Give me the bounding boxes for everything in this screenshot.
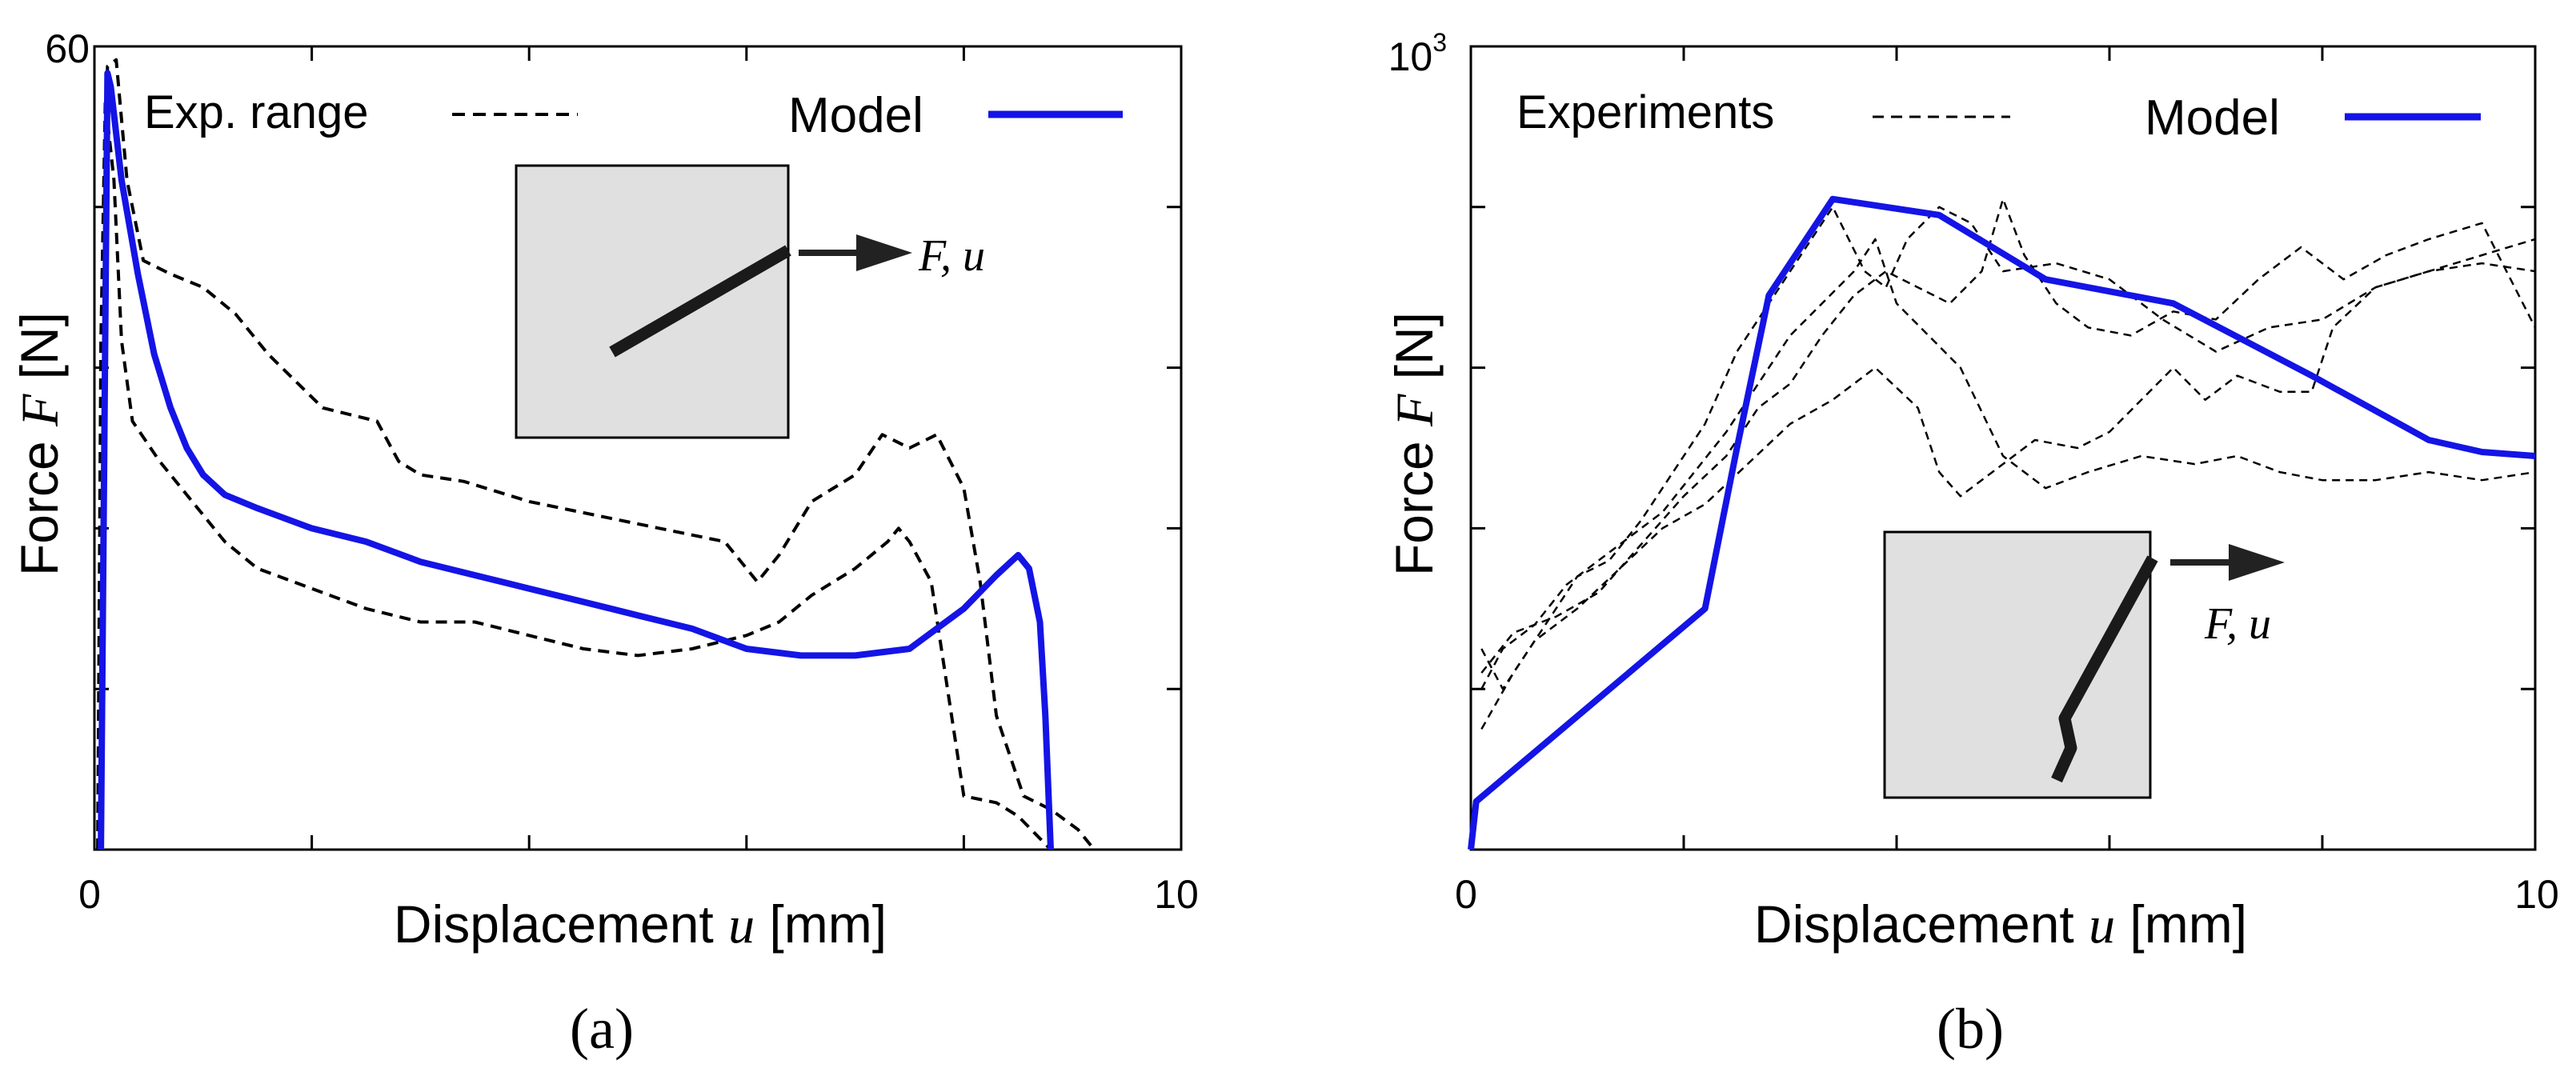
chart-a-inset: F, u [515,164,985,439]
chart-b-inset-arrow-head [2229,544,2285,581]
chart-a-ylabel: Force F [N] [10,312,70,576]
chart-a-xlabel: Displacement u [mm] [394,894,887,954]
chart-b-legend: Experiments Model [1516,86,2481,146]
chart-b-frame [1469,45,2537,851]
chart-b-series-experiment-3 [1480,238,2536,690]
chart-a-series-experiment-2 [96,98,1052,851]
chart-a-ytick-max: 60 [45,26,90,71]
chart-a-inset-fiber [609,245,791,358]
chart-b-ytick-max: 103 [1388,28,1447,79]
chart-b-legend-model-label: Model [2145,90,2280,146]
chart-a-series [96,58,1096,851]
chart-b-series-model [1468,195,2536,850]
chart-b: 103 0 10 Displacement u [mm] Force F [N]… [1384,28,2559,1061]
chart-b-inset: F, u [1883,530,2285,799]
chart-b-ylabel: Force F [N] [1384,312,1444,576]
chart-b-series-experiment-1 [1480,238,2536,690]
chart-a-frame [93,45,1183,851]
chart-b-panel-label: (b) [1937,997,2004,1061]
chart-a-inset-arrow-head [856,234,912,271]
chart-b-xtick-max: 10 [2514,872,2559,917]
chart-b-legend-exp-label: Experiments [1516,86,1774,138]
chart-a-legend: Exp. range Model [144,86,1123,143]
chart-b-series [1468,195,2537,850]
chart-a-xtick-max: 10 [1154,872,1199,917]
chart-a: 60 0 10 Displacement u [mm] Force F [N] … [10,26,1199,1061]
chart-a-xtick-min: 0 [78,872,101,917]
chart-a-inset-specimen [515,164,790,439]
chart-b-xlabel: Displacement u [mm] [1754,894,2247,954]
chart-a-legend-model-label: Model [788,88,923,143]
chart-b-inset-fiber [2051,555,2158,783]
chart-b-inset-label: F, u [2204,599,2271,649]
chart-b-series-experiment-2 [1480,198,2537,674]
chart-b-xtick-min: 0 [1455,872,1477,917]
chart-a-inset-label: F, u [918,231,985,281]
chart-a-series-experiment-1 [98,58,1096,851]
chart-a-series-model [98,70,1054,850]
chart-a-legend-exp-label: Exp. range [144,86,369,138]
chart-b-ticks [1471,46,2535,850]
chart-a-panel-label: (a) [570,997,634,1061]
chart-b-inset-specimen [1883,530,2152,799]
